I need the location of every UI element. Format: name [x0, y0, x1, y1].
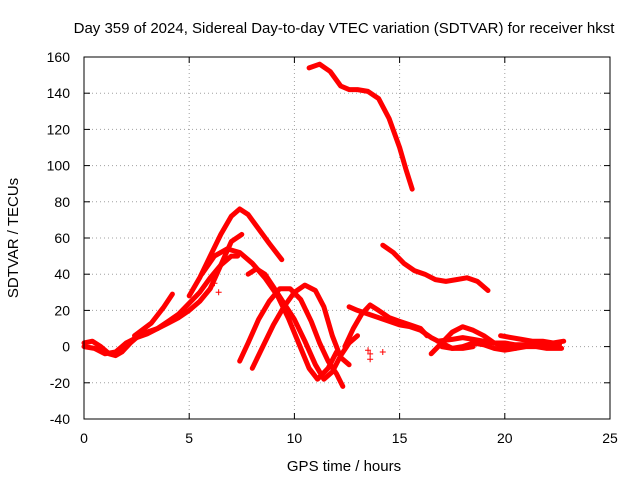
- series-arc1: [81, 253, 241, 359]
- y-tick-label: 160: [47, 49, 71, 65]
- y-tick-label: 40: [54, 266, 70, 282]
- x-tick-label: 0: [80, 430, 88, 446]
- x-tick-label: 5: [185, 430, 193, 446]
- y-tick-label: -40: [50, 411, 70, 427]
- series-arc10: [380, 242, 491, 293]
- series-arc8: [245, 266, 360, 382]
- series-arc16: [439, 340, 565, 353]
- data-point: [215, 289, 222, 296]
- grid: [84, 57, 610, 419]
- series-arc3: [132, 291, 175, 339]
- x-tick-label: 10: [287, 430, 303, 446]
- series-arc15: [498, 333, 567, 346]
- x-axis-title: GPS time / hours: [287, 458, 401, 475]
- series-arc7: [249, 282, 352, 371]
- series-arc12: [342, 302, 430, 350]
- chart-title: Day 359 of 2024, Sidereal Day-to-day VTE…: [74, 20, 616, 37]
- plot-series: [81, 61, 567, 389]
- data-point: [367, 356, 374, 363]
- x-tick-label: 25: [602, 430, 618, 446]
- data-point: [365, 347, 372, 354]
- series-arc2: [81, 231, 245, 357]
- data-point: [379, 349, 386, 356]
- y-tick-label: 20: [54, 302, 70, 318]
- y-axis-title: SDTVAR / TECUs: [5, 178, 22, 298]
- y-tick-label: 120: [47, 121, 71, 137]
- data-point: [367, 350, 374, 357]
- y-tick-label: 0: [62, 339, 70, 355]
- plot-points: [211, 280, 386, 363]
- y-tick-label: 140: [47, 85, 71, 101]
- y-tick-label: 80: [54, 194, 70, 210]
- axis-ticks: 0 5 10 15 20 25 -40 -20 0 20 40 60 80 100 120 140 160: [47, 49, 618, 446]
- y-tick-label: -20: [50, 375, 70, 391]
- y-tick-label: 60: [54, 230, 70, 246]
- data-point: [211, 280, 218, 287]
- x-tick-label: 15: [392, 430, 408, 446]
- y-tick-label: 100: [47, 158, 71, 174]
- series-arc9: [306, 61, 415, 192]
- x-tick-label: 20: [497, 430, 513, 446]
- plot-frame: [83, 56, 611, 420]
